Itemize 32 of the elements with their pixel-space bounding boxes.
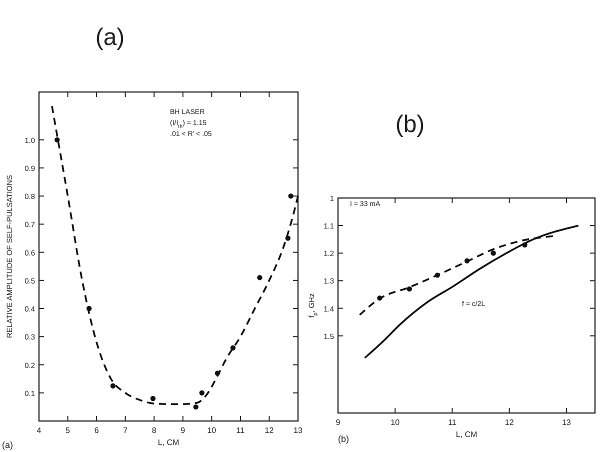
x-tick-label: 10 bbox=[207, 426, 217, 435]
point bbox=[490, 250, 496, 256]
point bbox=[406, 286, 412, 292]
x-tick-label: 12 bbox=[264, 426, 274, 435]
x-tick-label: 11 bbox=[448, 418, 457, 427]
point bbox=[199, 390, 204, 396]
x-tick-label: 13 bbox=[294, 426, 303, 435]
line-series bbox=[51, 105, 299, 406]
x-axis-title: L, CM bbox=[158, 438, 180, 447]
point bbox=[230, 345, 236, 350]
x-tick-label: 9 bbox=[336, 418, 341, 427]
point bbox=[54, 137, 60, 142]
point bbox=[288, 193, 294, 199]
x-tick-label: 10 bbox=[390, 418, 400, 427]
x-tick-label: 4 bbox=[36, 426, 42, 435]
x-axis-title: L, CM bbox=[456, 430, 478, 439]
text: (a) bbox=[2, 440, 13, 450]
x-tick-label: 9 bbox=[180, 426, 186, 435]
chart-title: (b) bbox=[395, 111, 425, 138]
x-tick-label: 8 bbox=[152, 426, 157, 435]
x-tick-label: 12 bbox=[504, 418, 514, 427]
x-tick-label: 5 bbox=[66, 426, 71, 435]
text: (b) bbox=[338, 434, 349, 444]
x-tick-label: 6 bbox=[94, 426, 100, 435]
x-tick-label: 13 bbox=[562, 418, 572, 427]
x-tick-label: 7 bbox=[123, 426, 128, 435]
chart-title: (a) bbox=[95, 24, 125, 51]
point bbox=[150, 396, 156, 402]
point bbox=[193, 404, 198, 410]
x-tick-label: 11 bbox=[236, 426, 246, 435]
point bbox=[110, 383, 116, 388]
point bbox=[257, 274, 262, 280]
